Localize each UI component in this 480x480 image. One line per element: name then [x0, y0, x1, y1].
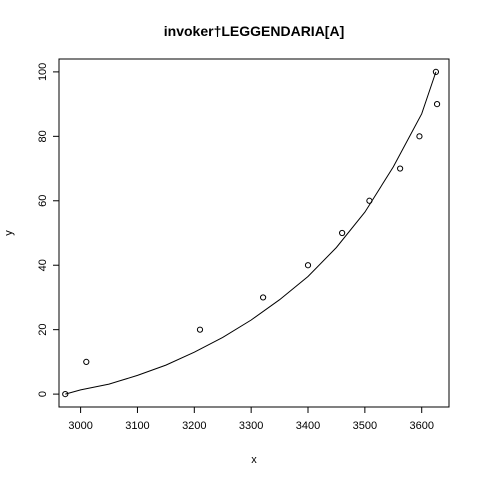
x-axis: 3000 3100 3200 3300 3400 3500 3600: [68, 406, 434, 432]
data-point: [62, 391, 69, 398]
y-tick-label: 60: [37, 195, 49, 207]
data-point: [433, 101, 441, 108]
data-point: [196, 326, 204, 333]
y-tick-label: 80: [37, 130, 49, 142]
y-axis: 0 20 40 60 80 100: [37, 63, 60, 397]
fit-line: [65, 71, 437, 395]
data-point: [304, 262, 312, 269]
data-point: [83, 358, 90, 365]
data-point: [397, 165, 404, 172]
x-tick-label: 3500: [353, 420, 377, 432]
y-tick-label: 40: [37, 259, 49, 271]
data-points: [62, 68, 441, 398]
y-tick-label: 20: [37, 324, 49, 336]
y-axis-label: y: [3, 230, 15, 236]
data-point: [259, 294, 267, 301]
chart-title: invoker†LEGGENDARIA[A]: [164, 23, 344, 39]
y-tick-label: 100: [37, 63, 49, 81]
x-tick-label: 3600: [409, 420, 433, 432]
x-axis-label: x: [251, 454, 257, 466]
data-point: [339, 229, 346, 237]
x-tick-label: 3000: [68, 420, 92, 432]
x-tick-label: 3200: [182, 420, 206, 432]
y-tick-label: 0: [37, 391, 49, 397]
data-point: [366, 197, 373, 204]
plot-area: [58, 58, 450, 408]
data-point: [432, 68, 440, 75]
x-tick-label: 3400: [296, 420, 320, 432]
data-point: [416, 133, 423, 140]
x-tick-label: 3100: [125, 420, 149, 432]
x-tick-label: 3300: [239, 420, 263, 432]
